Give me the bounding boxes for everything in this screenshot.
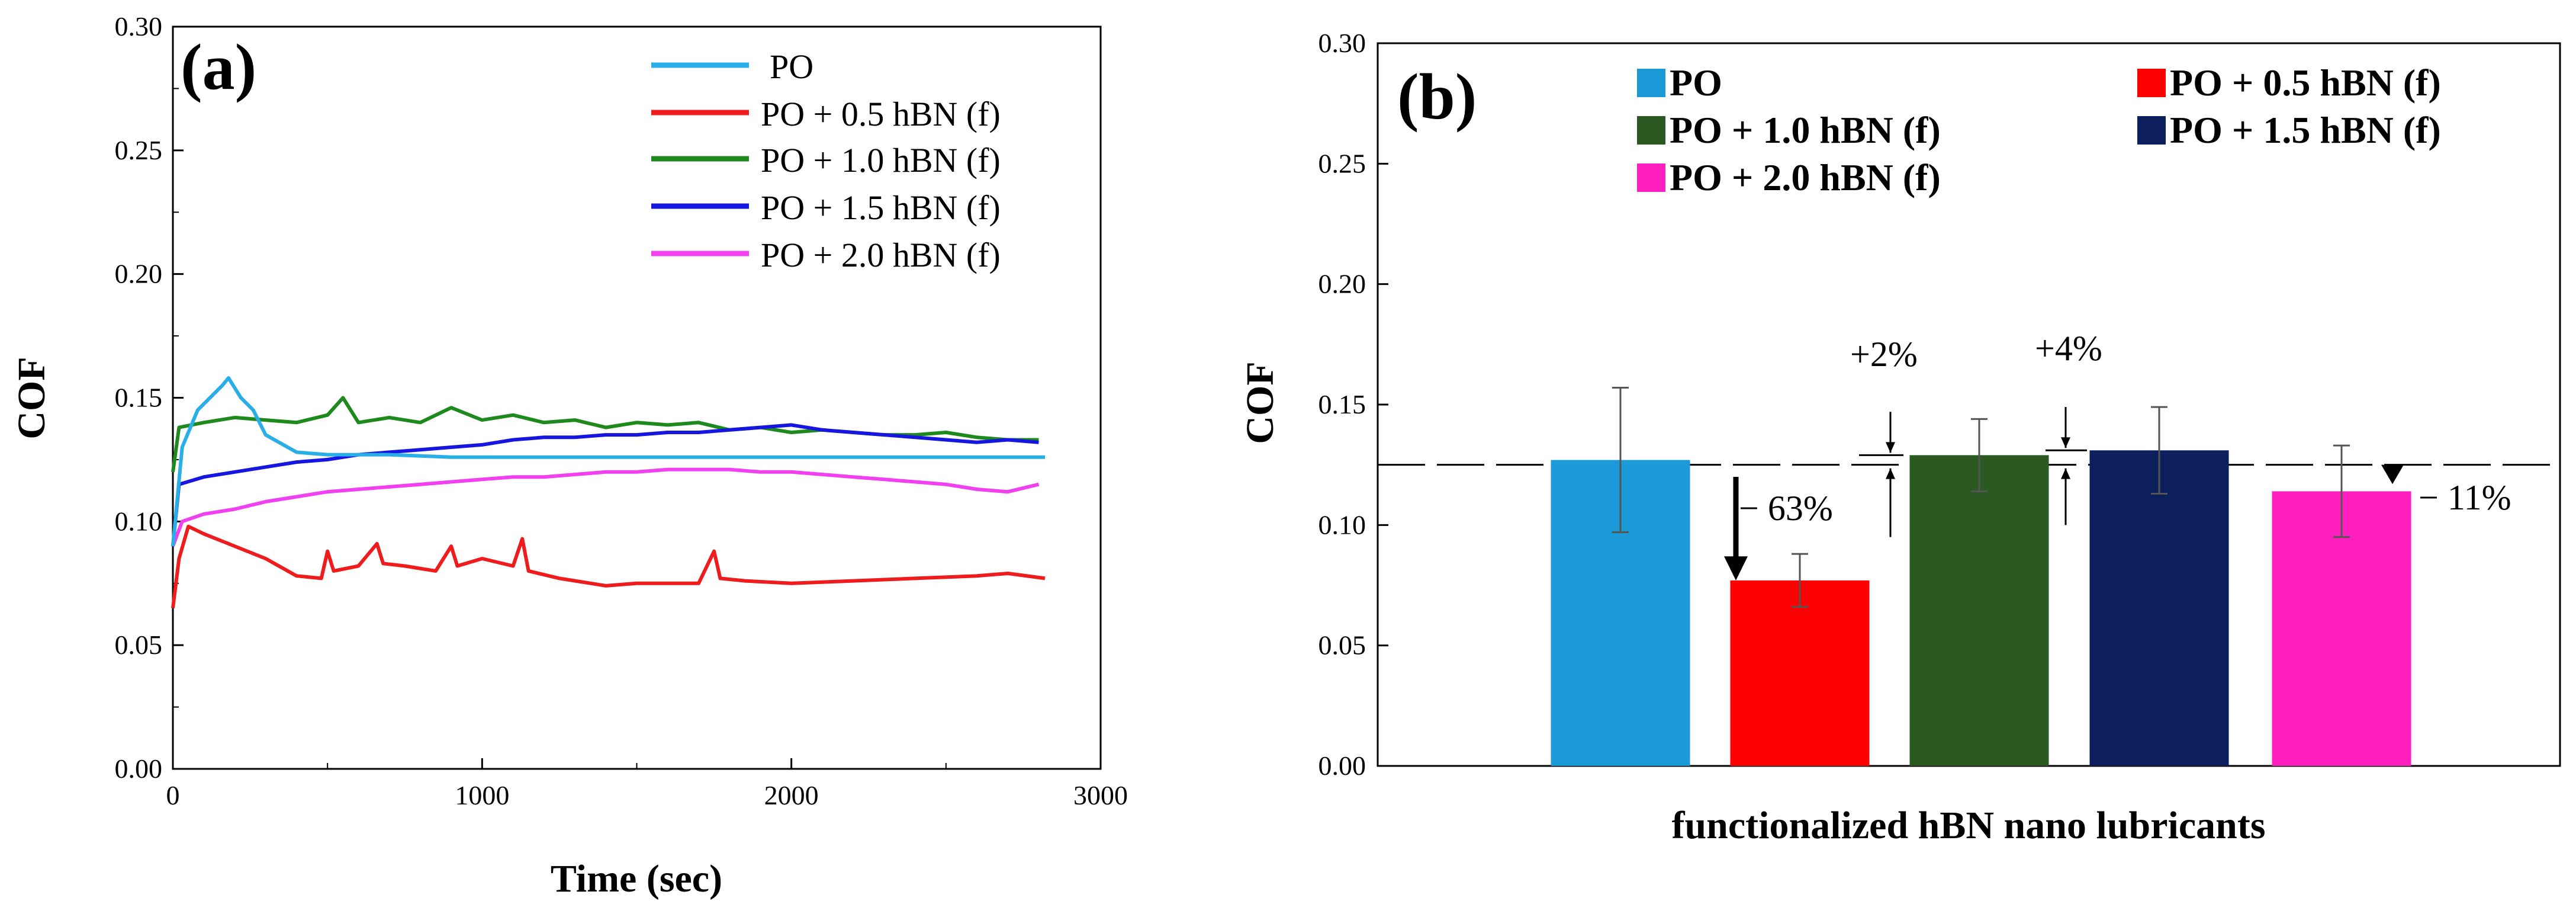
series-line-4 (171, 467, 1040, 547)
panel-b-bars (1551, 387, 2411, 766)
y-tick-label: 0.15 (115, 383, 163, 413)
y-tick-label: 0.30 (1318, 28, 1366, 58)
legend-swatch-po-1-0 (1637, 116, 1665, 145)
legend-label-po-2-0: PO + 2.0 hBN (f) (1670, 156, 1941, 198)
legend-label-po: PO (1670, 62, 1722, 104)
y-tick-label: 0.00 (1318, 751, 1366, 781)
legend-label-po-0-5: PO + 0.5 hBN (f) (2170, 62, 2441, 104)
panel-a: 0.00 0.05 0.10 0.15 0.20 0.25 0.30 0 1000 2000 300… (10, 11, 1128, 900)
panel-a-legend: PO PO + 0.5 hBN (f) PO + 1.0 hBN (f) PO … (651, 47, 1001, 274)
legend-label-po-1-0: PO + 1.0 hBN (f) (761, 141, 1001, 179)
legend-label-po-0-5: PO + 0.5 hBN (f) (761, 95, 1001, 133)
annotation-plus-4: +4% (2035, 329, 2102, 368)
plus4-arrow-up-head (2061, 468, 2070, 479)
panel-b-label: (b) (1397, 60, 1477, 133)
panel-a-xlabel: Time (sec) (551, 857, 722, 900)
panel-b-xlabel: functionalized hBN nano lubricants (1671, 804, 2265, 847)
legend-label-po: PO (770, 47, 813, 86)
y-tick-label: 0.20 (115, 259, 163, 289)
plus4-arrow-down-head (2061, 437, 2070, 448)
x-tick-label: 1000 (455, 780, 509, 810)
legend-swatch-po-1-5 (2137, 116, 2166, 145)
panel-a-series-lines (171, 376, 1046, 608)
legend-label-po-1-5: PO + 1.5 hBN (f) (761, 188, 1001, 227)
y-tick-label: 0.15 (1318, 389, 1366, 419)
legend-swatch-po-0-5 (2137, 69, 2166, 97)
x-tick-label: 3000 (1073, 780, 1128, 810)
legend-label-po-1-0: PO + 1.0 hBN (f) (1670, 109, 1941, 151)
y-tick-label: 0.25 (115, 135, 163, 165)
arrow-down-head (1724, 556, 1748, 581)
panel-b-ylabel: COF (1239, 361, 1282, 444)
plus2-arrow-down-head (1886, 442, 1895, 453)
panel-b-change-markers (1724, 407, 2404, 581)
y-tick-label: 0.25 (1318, 148, 1366, 178)
x-tick-label: 0 (166, 780, 180, 810)
y-tick-label: 0.10 (1318, 509, 1366, 540)
annotation-minus-63: − 63% (1739, 489, 1833, 528)
legend-swatch-po-2-0 (1637, 163, 1665, 192)
panel-a-ylabel: COF (10, 357, 53, 439)
annotation-plus-2: +2% (1850, 335, 1918, 374)
panel-b-ticks: 0.00 0.05 0.10 0.15 0.20 0.25 0.30 (1318, 28, 1388, 781)
y-tick-label: 0.30 (115, 11, 163, 41)
legend-label-po-2-0: PO + 2.0 hBN (f) (761, 236, 1001, 274)
x-tick-label: 2000 (764, 780, 819, 810)
legend-swatch-po (1637, 69, 1665, 97)
annotation-minus-11: − 11% (2419, 478, 2511, 517)
series-line-0 (171, 376, 1045, 547)
legend-label-po-1-5: PO + 1.5 hBN (f) (2170, 109, 2441, 151)
panel-a-label: (a) (181, 31, 256, 103)
y-tick-label: 0.05 (115, 630, 163, 660)
series-line-1 (171, 524, 1046, 608)
plus2-arrow-up-head (1886, 468, 1895, 479)
panel-a-ticks: 0.00 0.05 0.10 0.15 0.20 0.25 0.30 0 1000 2000 300… (115, 11, 1128, 810)
y-tick-label: 0.10 (115, 506, 163, 536)
series-line-3 (171, 423, 1039, 547)
panel-b: 0.00 0.05 0.10 0.15 0.20 0.25 0.30 (b) functio… (1239, 28, 2561, 847)
y-tick-label: 0.05 (1318, 630, 1366, 660)
minus11-arrow-head (2381, 464, 2404, 485)
y-tick-label: 0.20 (1318, 269, 1366, 299)
panel-a-plot-frame (172, 25, 1102, 770)
bar-2 (1909, 455, 2049, 766)
y-tick-label: 0.00 (115, 753, 163, 784)
bar-1 (1730, 580, 1870, 766)
panel-b-legend: PO PO + 0.5 hBN (f) PO + 1.0 hBN (f) PO … (1637, 62, 2441, 198)
bar-3 (2089, 450, 2229, 766)
